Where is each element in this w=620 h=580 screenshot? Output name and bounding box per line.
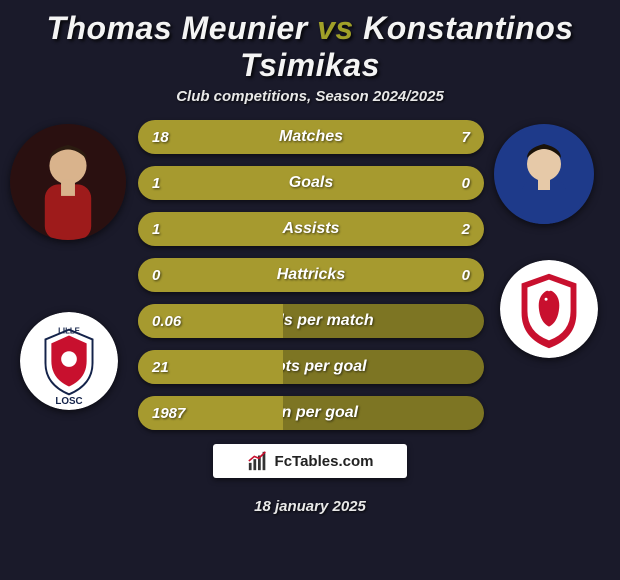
stat-row: 0Hattricks0: [138, 258, 484, 292]
site-badge[interactable]: FcTables.com: [213, 444, 407, 478]
player1-name: Thomas Meunier: [46, 10, 307, 46]
svg-text:LOSC: LOSC: [55, 396, 82, 407]
stat-right-value: 2: [462, 221, 470, 238]
stat-row: 18Matches7: [138, 120, 484, 154]
player1-avatar: [10, 124, 126, 240]
site-name: FcTables.com: [275, 453, 374, 470]
stat-left-value: 1: [152, 175, 160, 192]
chart-icon: [247, 450, 269, 472]
svg-text:LILLE: LILLE: [58, 327, 80, 336]
stat-label: Matches: [138, 128, 484, 146]
club1-logo: LILLE LOSC: [20, 312, 118, 410]
stat-label: Hattricks: [138, 266, 484, 284]
club2-logo: [500, 260, 598, 358]
stat-row: 1Goals0: [138, 166, 484, 200]
stat-left-value: 0: [152, 267, 160, 284]
player2-avatar: [494, 124, 594, 224]
stat-right-value: 7: [462, 129, 470, 146]
stat-label: Goals: [138, 174, 484, 192]
stat-row: 1Assists2: [138, 212, 484, 246]
stats-rows: 18Matches71Goals01Assists20Hattricks00.0…: [138, 120, 484, 442]
stat-left-value: 1987: [152, 405, 185, 422]
stat-left-value: 0.06: [152, 313, 181, 330]
footer-date: 18 january 2025: [254, 498, 366, 515]
stat-left-value: 21: [152, 359, 169, 376]
stat-right-value: 0: [462, 267, 470, 284]
stat-row: 0.06Goals per match: [138, 304, 484, 338]
stat-row: 21Shots per goal: [138, 350, 484, 384]
stat-right-value: 0: [462, 175, 470, 192]
stat-row: 1987Min per goal: [138, 396, 484, 430]
comparison-subtitle: Club competitions, Season 2024/2025: [0, 88, 620, 123]
vs-text: vs: [317, 10, 354, 46]
stat-left-value: 1: [152, 221, 160, 238]
stat-left-value: 18: [152, 129, 169, 146]
stat-label: Assists: [138, 220, 484, 238]
comparison-title: Thomas Meunier vs Konstantinos Tsimikas: [0, 0, 620, 88]
